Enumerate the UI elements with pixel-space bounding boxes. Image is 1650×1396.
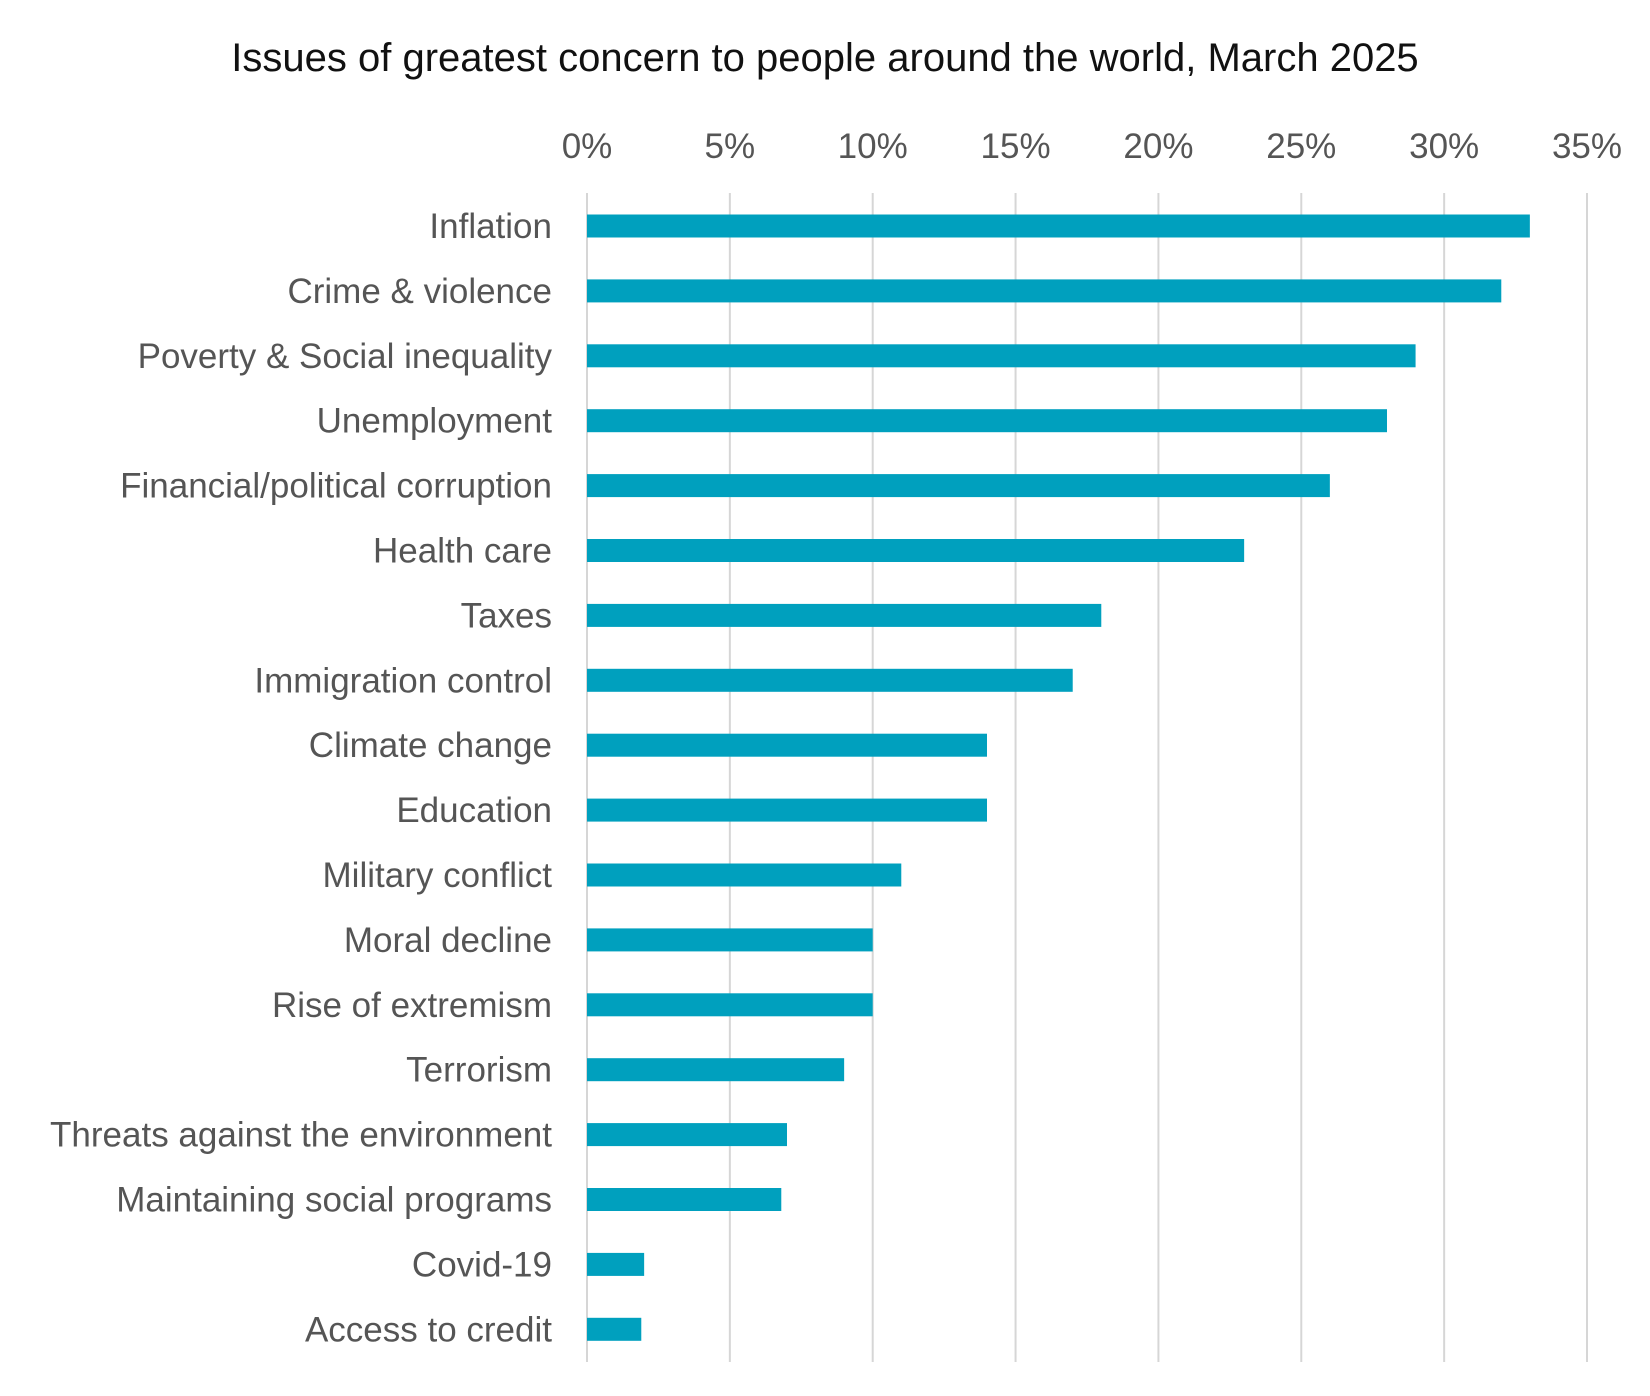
category-label: Covid-19 — [412, 1245, 552, 1284]
bar — [587, 1058, 845, 1082]
bar — [587, 733, 987, 757]
category-label: Poverty & Social inequality — [138, 337, 553, 376]
category-label: Education — [396, 791, 552, 830]
category-label: Inflation — [429, 207, 552, 246]
category-label: Immigration control — [254, 661, 552, 700]
bar — [587, 214, 1530, 238]
category-label: Threats against the environment — [50, 1116, 552, 1155]
x-axis-ticks: 0% 5% 10% 15% 20% 25% 30% 35% — [562, 127, 1622, 166]
category-label: Rise of extremism — [272, 986, 552, 1025]
category-label: Maintaining social programs — [116, 1181, 552, 1220]
category-label: Unemployment — [317, 402, 553, 441]
category-label: Crime & violence — [287, 272, 552, 311]
category-label: Financial/political corruption — [120, 467, 552, 506]
x-tick-label: 35% — [1552, 127, 1622, 166]
category-label: Access to credit — [305, 1310, 552, 1349]
bar — [587, 798, 987, 822]
bar — [587, 409, 1387, 433]
bar — [587, 279, 1502, 303]
bar — [587, 1188, 782, 1211]
bar — [587, 668, 1073, 692]
x-tick-label: 5% — [705, 127, 756, 166]
x-tick-label: 25% — [1266, 127, 1336, 166]
category-label: Climate change — [309, 726, 552, 765]
category-labels: Inflation Crime & violence Poverty & Socia… — [50, 207, 552, 1349]
x-tick-label: 20% — [1123, 127, 1193, 166]
bar — [587, 863, 902, 887]
bar — [587, 474, 1330, 498]
bar — [587, 928, 873, 952]
x-tick-label: 10% — [838, 127, 908, 166]
bars — [587, 214, 1530, 1341]
category-label: Military conflict — [323, 856, 553, 895]
bar — [587, 539, 1245, 562]
bar — [587, 1317, 642, 1341]
x-tick-label: 30% — [1409, 127, 1479, 166]
bar — [587, 603, 1102, 627]
category-label: Moral decline — [344, 921, 552, 960]
category-label: Terrorism — [406, 1051, 552, 1090]
x-tick-label: 15% — [981, 127, 1051, 166]
gridlines — [586, 193, 1588, 1362]
x-tick-label: 0% — [562, 127, 613, 166]
bar — [587, 1252, 645, 1276]
bar — [587, 1123, 787, 1147]
category-label: Health care — [373, 532, 552, 571]
bar — [587, 344, 1416, 368]
chart-title: Issues of greatest concern to people aro… — [231, 36, 1419, 80]
bar — [587, 993, 873, 1017]
category-label: Taxes — [461, 596, 552, 635]
